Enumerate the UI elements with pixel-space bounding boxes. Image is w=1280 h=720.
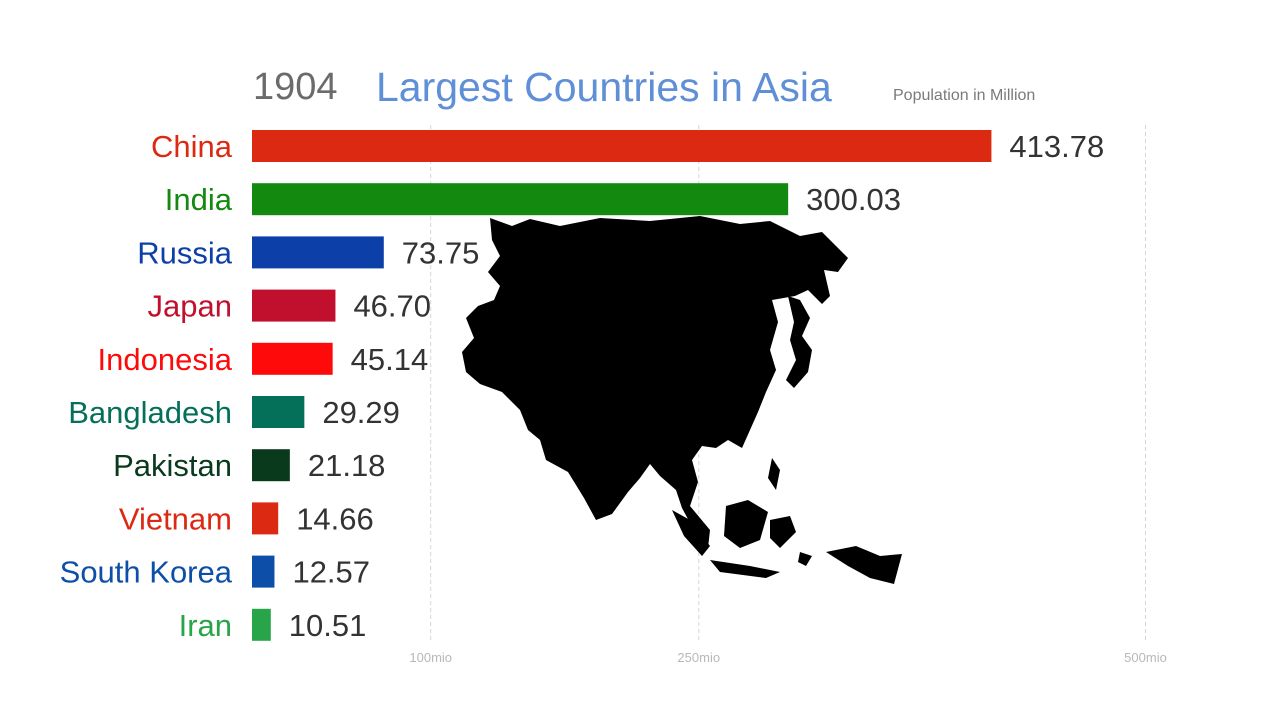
asia-map-silhouette — [462, 216, 902, 584]
labels-layer: China 413.78 India 300.03 Russia 73.75 Japan 46… — [60, 129, 1105, 643]
bar — [252, 608, 271, 641]
category-label: Bangladesh — [68, 395, 232, 430]
category-label: South Korea — [60, 555, 233, 590]
category-label: Vietnam — [119, 501, 232, 536]
x-tick-label: 100mio — [409, 650, 452, 665]
value-label: 29.29 — [322, 395, 400, 430]
bar — [252, 449, 290, 482]
bar — [252, 396, 305, 428]
category-label: Iran — [179, 608, 232, 643]
bar — [252, 555, 275, 588]
bar — [252, 342, 333, 375]
chart-subtitle: Population in Million — [893, 87, 1036, 104]
bar — [252, 236, 384, 269]
year-label: 1904 — [253, 66, 338, 108]
category-label: Japan — [148, 289, 232, 324]
category-label: India — [165, 182, 233, 217]
bar — [252, 502, 279, 535]
category-label: China — [151, 129, 233, 164]
value-label: 46.70 — [353, 289, 431, 324]
bars-layer — [252, 130, 992, 641]
x-tick-label: 250mio — [677, 650, 720, 665]
x-tick-label: 500mio — [1124, 650, 1167, 665]
bar — [252, 130, 992, 162]
chart-title: Largest Countries in Asia — [376, 64, 832, 110]
bar — [252, 183, 789, 216]
value-label: 21.18 — [308, 448, 386, 483]
value-label: 300.03 — [806, 182, 901, 217]
category-label: Russia — [137, 235, 233, 270]
category-label: Pakistan — [113, 448, 232, 483]
category-label: Indonesia — [98, 342, 233, 377]
value-label: 10.51 — [289, 608, 367, 643]
value-label: 12.57 — [292, 555, 370, 590]
value-label: 413.78 — [1009, 129, 1104, 164]
value-label: 14.66 — [296, 501, 374, 536]
value-label: 73.75 — [402, 235, 480, 270]
bar — [252, 289, 336, 322]
value-label: 45.14 — [351, 342, 429, 377]
